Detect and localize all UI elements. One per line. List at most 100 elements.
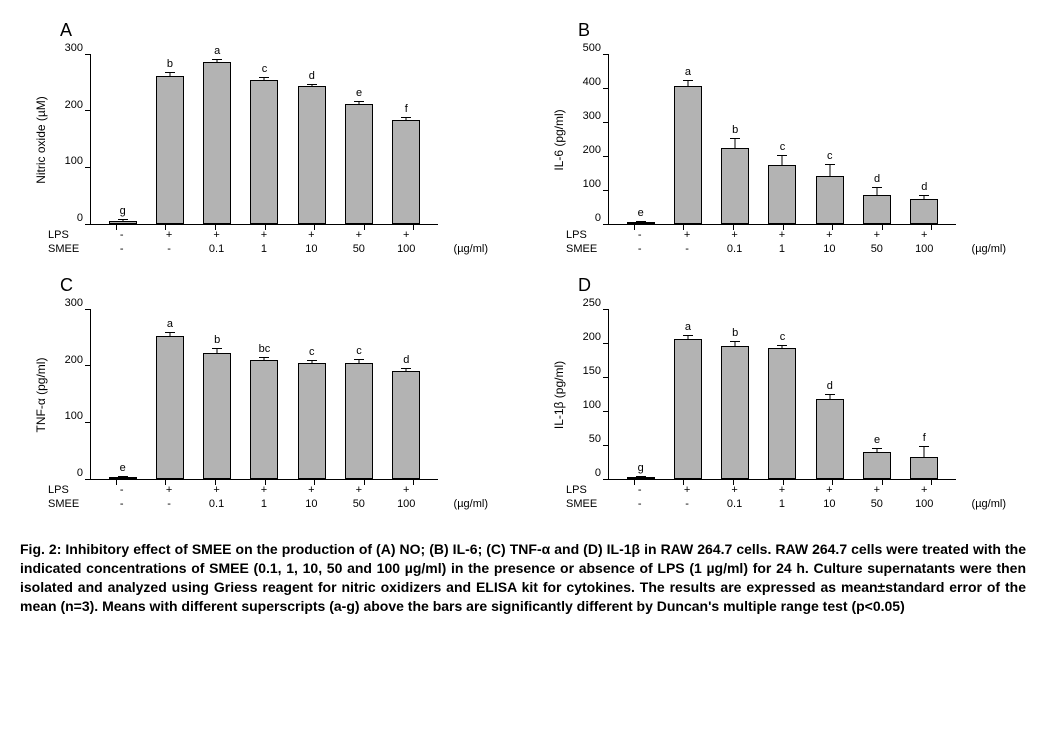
error-cap	[259, 357, 269, 358]
unit-label: (µg/ml)	[972, 498, 1006, 510]
bar-group: c	[810, 176, 850, 224]
x-label-cell: -	[149, 498, 189, 510]
bars-container: gabcdef	[609, 310, 956, 479]
x-row-name: LPS	[48, 484, 69, 496]
error-bar	[122, 220, 123, 221]
x-label-cell: 10	[809, 243, 849, 255]
error-bar	[217, 349, 218, 354]
x-row-name: LPS	[48, 229, 69, 241]
x-labels-row: -++++++	[90, 484, 438, 496]
x-label-cell: 50	[339, 243, 379, 255]
panels-grid: A Nitric oxide (µM) gbacdef 0100200300 L…	[20, 20, 1026, 520]
bar-superscript: c	[827, 150, 833, 162]
figure-caption: Fig. 2: Inhibitory effect of SMEE on the…	[20, 540, 1026, 616]
bar-group: b	[715, 346, 755, 479]
y-tick-label: 0	[77, 212, 91, 224]
bar-group: b	[197, 353, 237, 479]
plot-area: IL-1β (pg/ml) gabcdef 050100150200250	[608, 310, 956, 480]
bar-group: g	[103, 221, 143, 224]
error-bar	[735, 342, 736, 345]
unit-label: (µg/ml)	[972, 243, 1006, 255]
x-labels-row: -++++++	[608, 229, 956, 241]
error-cap	[825, 164, 835, 165]
bar-superscript: a	[214, 45, 220, 57]
bar-group: d	[810, 399, 850, 479]
bar-group: c	[292, 363, 332, 479]
error-cap	[118, 219, 128, 220]
y-tick-label: 0	[77, 467, 91, 479]
panel-c: C TNF-α (pg/ml) eabbcccd 0100200300 LPS-…	[20, 275, 508, 520]
x-label-cell: +	[149, 229, 189, 241]
bar	[392, 120, 420, 224]
bar-superscript: c	[356, 345, 362, 357]
bar	[203, 353, 231, 479]
bar	[250, 80, 278, 225]
panel-letter: B	[578, 20, 590, 41]
x-label-cell: -	[620, 484, 660, 496]
error-cap	[683, 335, 693, 336]
x-label-cell: 10	[809, 498, 849, 510]
x-label-cell: -	[102, 498, 142, 510]
error-bar	[359, 360, 360, 363]
x-label-cell: -	[102, 243, 142, 255]
x-label-cell: +	[291, 229, 331, 241]
x-label-cell: -	[620, 243, 660, 255]
error-cap	[307, 84, 317, 85]
error-cap	[401, 117, 411, 118]
error-bar	[924, 447, 925, 457]
bar	[863, 452, 891, 479]
error-cap	[683, 80, 693, 81]
bar-group: c	[339, 363, 379, 479]
bar-superscript: e	[120, 462, 126, 474]
x-label-cell: 10	[291, 498, 331, 510]
error-bar	[217, 60, 218, 62]
bar-superscript: d	[403, 354, 409, 366]
x-label-cell: +	[762, 229, 802, 241]
error-cap	[307, 360, 317, 361]
x-row-name: SMEE	[48, 498, 79, 510]
x-label-cell: -	[102, 229, 142, 241]
bar	[816, 399, 844, 479]
bar-superscript: e	[356, 87, 362, 99]
x-label-cell: +	[667, 229, 707, 241]
y-tick-label: 300	[65, 42, 91, 54]
error-bar	[687, 336, 688, 339]
error-bar	[640, 477, 641, 478]
error-cap	[165, 332, 175, 333]
x-label-cell: 50	[857, 243, 897, 255]
bar-group: a	[197, 62, 237, 224]
error-bar	[829, 395, 830, 399]
bar-group: d	[857, 195, 897, 224]
error-cap	[636, 221, 646, 222]
bar	[768, 348, 796, 479]
x-label-cell: -	[620, 229, 660, 241]
x-label-cell: +	[244, 229, 284, 241]
plot-area: Nitric oxide (µM) gbacdef 0100200300	[90, 55, 438, 225]
x-row-name: SMEE	[48, 243, 79, 255]
y-tick-label: 150	[583, 365, 609, 377]
bar-superscript: d	[827, 380, 833, 392]
x-label-cell: 50	[857, 498, 897, 510]
x-labels-row: --0.111050100	[90, 243, 438, 255]
x-label-cell: 1	[244, 498, 284, 510]
bars-container: eabccdd	[609, 55, 956, 224]
x-label-cell: +	[667, 484, 707, 496]
unit-label: (µg/ml)	[454, 498, 488, 510]
y-tick-label: 50	[589, 433, 609, 445]
x-label-cell: +	[715, 484, 755, 496]
error-bar	[169, 333, 170, 336]
x-label-cell: -	[667, 498, 707, 510]
bar	[345, 104, 373, 224]
error-bar	[877, 188, 878, 195]
bar-superscript: c	[309, 346, 315, 358]
x-label-cell: -	[667, 243, 707, 255]
bar	[298, 86, 326, 224]
error-cap	[777, 155, 787, 156]
panel-a: A Nitric oxide (µM) gbacdef 0100200300 L…	[20, 20, 508, 265]
y-tick-label: 300	[65, 297, 91, 309]
bar-group: d	[904, 199, 944, 225]
plot-area: TNF-α (pg/ml) eabbcccd 0100200300	[90, 310, 438, 480]
error-bar	[311, 361, 312, 363]
y-tick-label: 400	[583, 76, 609, 88]
y-tick-label: 300	[583, 110, 609, 122]
